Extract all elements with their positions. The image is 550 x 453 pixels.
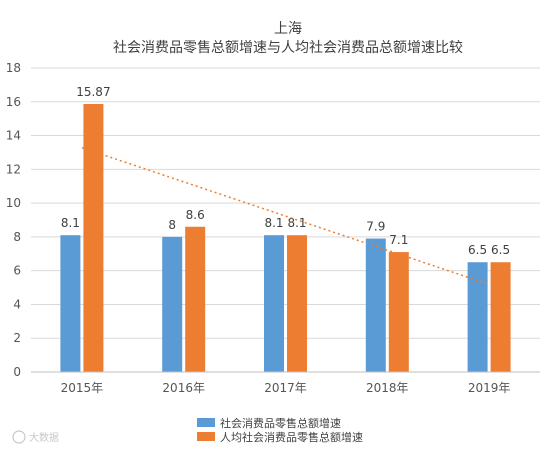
y-tick-label: 14 xyxy=(6,129,21,143)
bar xyxy=(264,235,284,372)
y-tick-label: 16 xyxy=(6,95,21,109)
data-label: 8.1 xyxy=(61,216,80,230)
data-label: 7.1 xyxy=(389,233,408,247)
bar xyxy=(185,226,206,372)
data-label: 7.9 xyxy=(366,220,385,234)
x-tick-label: 2015年 xyxy=(61,381,104,395)
bar xyxy=(490,262,511,372)
legend-swatch xyxy=(197,418,215,427)
bar xyxy=(467,262,488,372)
y-tick-label: 10 xyxy=(6,196,21,210)
data-label: 8.6 xyxy=(186,208,205,222)
watermark: 大数据 xyxy=(12,430,59,444)
data-label: 8 xyxy=(168,218,176,232)
watermark-icon xyxy=(12,430,26,444)
y-tick-label: 12 xyxy=(6,162,21,176)
data-label: 8.1 xyxy=(264,216,283,230)
bar xyxy=(60,235,81,372)
chart-subtitle: 社会消费品零售总额增速与人均社会消费品总额增速比较 xyxy=(113,40,463,56)
legend-label: 人均社会消费品零售总额增速 xyxy=(220,430,363,444)
x-tick-label: 2019年 xyxy=(468,381,511,395)
y-axis-ticks: 0 2 4 6 8 10 12 14 16 18 xyxy=(6,61,21,379)
x-tick-label: 2017年 xyxy=(264,381,307,395)
chart-title: 上海 xyxy=(274,21,302,37)
y-tick-label: 8 xyxy=(13,230,21,244)
data-label: 8.1 xyxy=(287,216,306,230)
y-tick-label: 2 xyxy=(13,331,21,345)
watermark-text: 大数据 xyxy=(29,431,59,444)
legend-label: 社会消费品零售总额增速 xyxy=(220,416,341,430)
y-tick-label: 0 xyxy=(13,365,21,379)
y-tick-label: 18 xyxy=(6,61,21,75)
bar xyxy=(162,236,183,372)
y-tick-label: 6 xyxy=(13,264,21,278)
trendline xyxy=(81,146,490,286)
gridlines xyxy=(31,67,540,373)
data-label: 15.87 xyxy=(76,85,110,99)
bar xyxy=(287,235,307,372)
bar xyxy=(83,103,104,373)
legend-swatch xyxy=(197,432,215,441)
x-axis-ticks: 2015年 2016年 2017年 2018年 2019年 xyxy=(61,381,511,395)
x-tick-label: 2018年 xyxy=(366,381,409,395)
data-label: 6.5 xyxy=(491,243,510,257)
data-label: 6.5 xyxy=(468,243,487,257)
bar xyxy=(365,238,386,372)
x-tick-label: 2016年 xyxy=(162,381,205,395)
bar xyxy=(388,252,409,372)
y-tick-label: 4 xyxy=(13,297,21,311)
bars: 8.1 8 8.1 7.9 6.5 15.87 8.6 8.1 7.1 6.5 xyxy=(60,85,511,373)
